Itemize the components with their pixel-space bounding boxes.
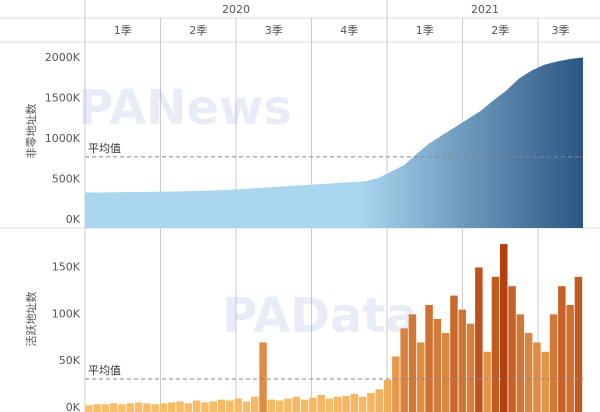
bar [109,403,118,412]
bar [425,304,433,412]
year-label: 2020 [222,3,250,16]
quarter-label: 2季 [491,24,509,37]
bar [192,400,201,412]
bar [383,379,392,412]
bar [209,401,217,412]
bar [93,404,101,412]
bar [524,333,533,412]
bar [309,397,317,412]
bar [325,398,334,412]
y-tick-label: 150K [52,260,81,273]
bar [458,309,466,412]
watermark: PAData [222,288,418,344]
bar [342,395,350,412]
bar [151,404,159,412]
quarter-label: 2季 [189,24,207,37]
bar [367,393,375,412]
bar [126,403,134,412]
area [85,57,583,228]
bar [491,276,500,412]
bar [118,404,126,412]
quarter-label: 3季 [552,24,570,37]
year-label: 2021 [471,3,499,16]
average-label: 平均值 [88,364,121,377]
y-tick-label: 50K [59,354,81,367]
y-tick-label: 1500K [45,92,81,105]
bar [201,402,209,412]
average-label: 平均值 [88,142,121,155]
bar [251,396,259,412]
bar [184,403,193,412]
bar [541,351,549,412]
y-tick-label: 0K [66,401,81,412]
bar [176,401,184,412]
quarter-label: 4季 [340,24,358,37]
bar [292,396,300,412]
bar [450,295,458,412]
bar [300,399,309,412]
bar [533,342,541,412]
watermark: PANews [78,80,292,136]
bar [350,393,359,412]
bar [441,333,450,412]
bar [433,319,442,412]
bar [417,342,425,412]
y-axis-title: 活跃地址数 [24,292,38,347]
y-axis-title: 非零地址数 [24,104,38,159]
y-tick-label: 500K [52,173,81,186]
bar [475,267,483,412]
bar [101,404,110,412]
bar [275,400,284,412]
bar [317,394,325,412]
bar [392,356,400,412]
bar [549,314,558,412]
y-tick-label: 1000K [45,132,81,145]
bar [375,389,383,412]
bar [259,342,267,412]
bar [284,398,292,412]
y-tick-label: 100K [52,307,81,320]
bar [143,403,151,412]
bar [483,351,491,412]
bar [217,399,226,412]
bar [516,314,525,412]
quarter-label: 1季 [416,24,434,37]
quarter-label: 1季 [114,24,132,37]
bar [500,244,508,412]
bar [334,396,342,412]
bar [358,396,367,412]
quarter-label: 3季 [265,24,283,37]
bar [159,403,168,412]
y-tick-label: 0K [66,213,81,226]
bar [226,400,234,412]
bar [558,286,566,412]
bar [408,314,417,412]
bar [134,402,143,412]
bar [168,402,176,412]
bar [400,328,408,412]
bar [267,399,276,412]
y-tick-label: 2000K [45,51,81,64]
bar [234,398,242,412]
bar [242,401,251,412]
bar [508,286,516,412]
bar [574,276,583,412]
bar [466,323,475,412]
bar [566,304,574,412]
bar [85,405,93,412]
